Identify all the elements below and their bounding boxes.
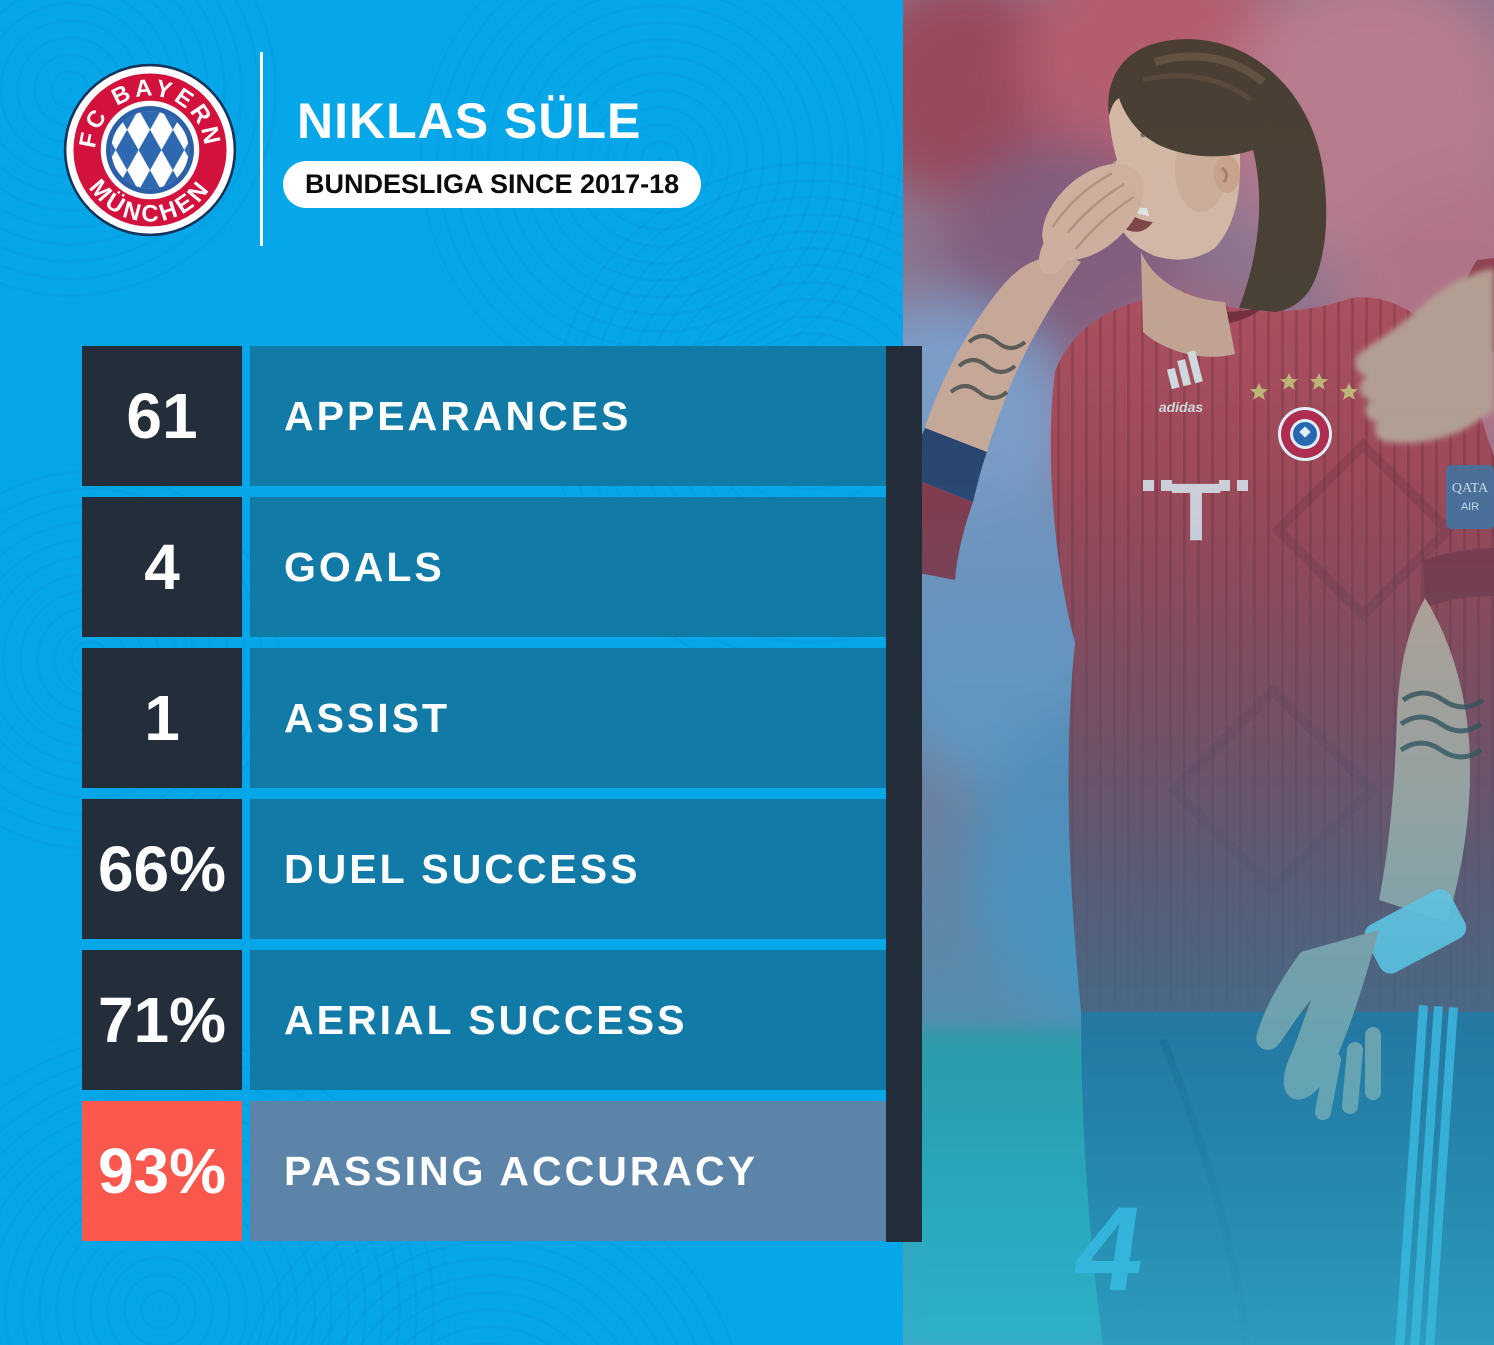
stats-panel: 61 APPEARANCES 4 GOALS 1 ASSIST 66% DUEL… bbox=[82, 346, 886, 1241]
blue-wash-overlay bbox=[903, 0, 1494, 1345]
stat-row-duel-success: 66% DUEL SUCCESS bbox=[82, 799, 886, 939]
stat-label: DUEL SUCCESS bbox=[250, 799, 886, 939]
stat-row-goals: 4 GOALS bbox=[82, 497, 886, 637]
stat-label: ASSIST bbox=[250, 648, 886, 788]
fc-bayern-badge: FC BAYERN MÜNCHEN bbox=[63, 63, 237, 237]
player-photo: adidas T QATA AIR bbox=[903, 0, 1494, 1345]
stat-value: 1 bbox=[82, 648, 242, 788]
stats-edge-strip bbox=[886, 346, 922, 1242]
stat-value: 4 bbox=[82, 497, 242, 637]
stat-row-aerial-success: 71% AERIAL SUCCESS bbox=[82, 950, 886, 1090]
stat-value: 66% bbox=[82, 799, 242, 939]
stat-row-appearances: 61 APPEARANCES bbox=[82, 346, 886, 486]
subtitle-text: BUNDESLIGA SINCE 2017-18 bbox=[305, 169, 680, 199]
stat-row-assist: 1 ASSIST bbox=[82, 648, 886, 788]
stat-label-highlight: PASSING ACCURACY bbox=[250, 1101, 886, 1241]
stat-row-passing-accuracy: 93% PASSING ACCURACY bbox=[82, 1101, 886, 1241]
stat-value-highlight: 93% bbox=[82, 1101, 242, 1241]
stat-label: APPEARANCES bbox=[250, 346, 886, 486]
badge-diamond-pattern bbox=[111, 111, 189, 189]
stat-value: 61 bbox=[82, 346, 242, 486]
stat-label: AERIAL SUCCESS bbox=[250, 950, 886, 1090]
player-name-title: NIKLAS SÜLE bbox=[297, 93, 642, 149]
stat-label: GOALS bbox=[250, 497, 886, 637]
header-divider bbox=[260, 52, 263, 246]
stat-value: 71% bbox=[82, 950, 242, 1090]
subtitle-pill: BUNDESLIGA SINCE 2017-18 bbox=[283, 161, 702, 208]
